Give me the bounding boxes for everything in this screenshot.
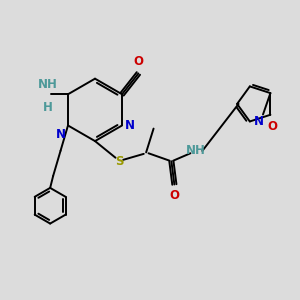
Text: NH: NH <box>186 144 206 158</box>
Text: H: H <box>43 101 53 114</box>
Text: N: N <box>56 128 66 141</box>
Text: S: S <box>115 155 124 168</box>
Text: NH: NH <box>38 78 58 91</box>
Text: N: N <box>124 119 134 132</box>
Text: O: O <box>134 55 143 68</box>
Text: O: O <box>267 120 277 133</box>
Text: O: O <box>169 189 179 202</box>
Text: N: N <box>254 115 264 128</box>
